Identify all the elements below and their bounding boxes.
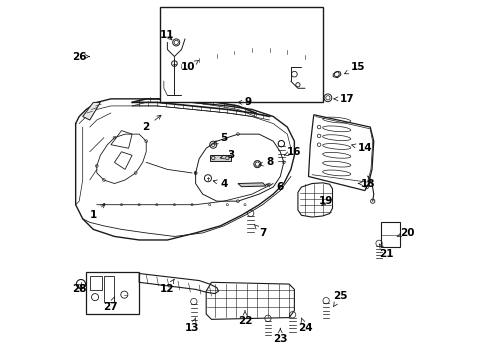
Text: 25: 25 [333,292,347,307]
Polygon shape [210,155,231,161]
Text: 20: 20 [397,228,415,238]
Text: 4: 4 [213,179,227,189]
Text: 17: 17 [334,94,355,104]
Text: 13: 13 [185,318,199,333]
Text: 15: 15 [344,62,365,74]
Bar [160,7,322,102]
Text: 21: 21 [379,244,393,259]
Polygon shape [83,102,100,120]
Text: 7: 7 [254,225,267,238]
Text: 22: 22 [238,311,252,326]
Text: 3: 3 [220,150,235,160]
Text: 9: 9 [238,98,252,107]
Text: 1: 1 [90,204,105,220]
Text: 27: 27 [103,297,118,312]
Text: 12: 12 [160,279,174,294]
Text: 16: 16 [284,147,302,157]
Text: 14: 14 [352,143,372,153]
Text: 28: 28 [72,284,86,294]
Text: 18: 18 [358,179,376,189]
Text: 11: 11 [160,30,174,40]
Text: 2: 2 [143,115,161,132]
Text: 5: 5 [214,133,227,144]
Polygon shape [238,183,266,187]
Text: 6: 6 [266,182,284,192]
Text: 19: 19 [319,196,333,206]
Text: 23: 23 [273,328,288,344]
Text: 8: 8 [259,157,273,167]
Text: 10: 10 [181,60,198,72]
Text: 26: 26 [72,51,89,62]
Text: 24: 24 [297,318,312,333]
